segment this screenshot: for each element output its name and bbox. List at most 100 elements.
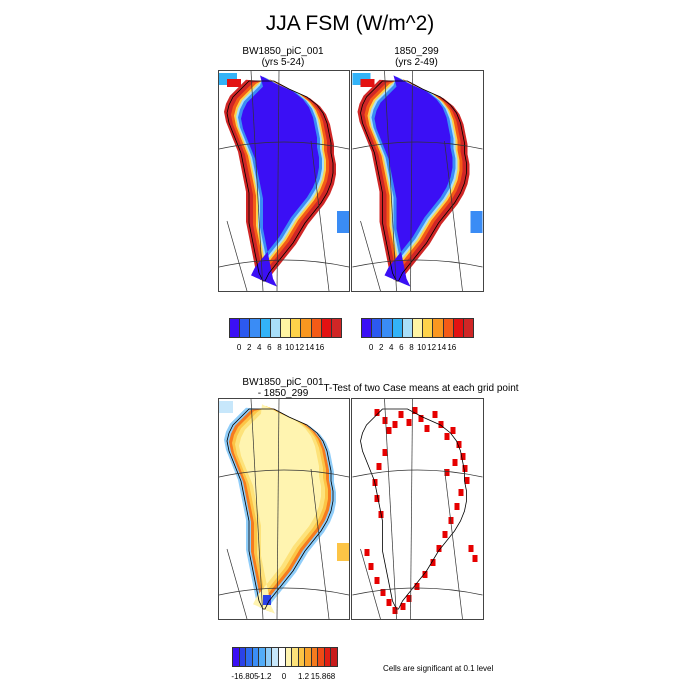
colorbar-swatch <box>423 319 434 337</box>
colorbar-swatch <box>230 319 241 337</box>
map-field <box>219 401 349 614</box>
significant-cell <box>458 489 464 496</box>
significant-cell <box>464 477 470 484</box>
colorbar-swatch <box>272 648 279 666</box>
colorbar-swatch <box>392 319 403 337</box>
latitude-line <box>219 259 349 268</box>
colorbar-tick-label: 14 <box>437 343 447 352</box>
significant-cell <box>386 599 392 606</box>
latitude-line <box>352 587 483 596</box>
significant-cell <box>424 425 430 432</box>
colorbar-tick-label: 6 <box>267 343 272 352</box>
colorbar-diff-ticks: -16.805 -1.2 0 1.2 15.868 <box>231 672 336 682</box>
coastline <box>360 80 467 282</box>
colorbar-panel-2 <box>361 318 474 338</box>
longitude-line <box>276 71 280 291</box>
field-patch <box>337 211 349 233</box>
significant-cell <box>468 545 474 552</box>
field-patch <box>219 401 233 413</box>
significant-cell <box>374 409 380 416</box>
colorbar-swatch <box>412 319 424 337</box>
colorbar-tick-label: 0 <box>368 343 374 352</box>
significant-cell <box>414 583 420 590</box>
colorbar-tick-label: 10 <box>285 343 294 352</box>
significant-cell <box>392 421 398 428</box>
longitude-line <box>384 71 397 291</box>
panel-2-title: 1850_299 <box>394 46 439 57</box>
panel-2-title-block: 1850_299 (yrs 2-49) <box>351 46 482 68</box>
significant-cell <box>462 465 468 472</box>
colorbar-swatch <box>301 319 312 337</box>
significant-cell <box>380 589 386 596</box>
significant-cell <box>460 453 466 460</box>
significant-cell <box>450 427 456 434</box>
map-graticule <box>219 399 349 619</box>
map-1-svg <box>219 71 349 291</box>
significant-cell <box>444 469 450 476</box>
colorbar-tick-label: 16 <box>315 343 325 352</box>
panel-1-subtitle: (yrs 5-24) <box>261 57 305 68</box>
colorbar-swatch <box>278 648 286 666</box>
longitude-line <box>410 71 413 291</box>
longitude-line <box>250 71 264 291</box>
field-patch <box>227 79 241 87</box>
coastline <box>226 80 334 282</box>
colorbar-tick-label: 12 <box>295 343 305 352</box>
significant-cell <box>444 433 450 440</box>
panel-3-title-block: BW1850_piC_001 - 1850_299 <box>218 377 348 399</box>
coastline <box>360 408 467 610</box>
panel-3-subtitle: - 1850_299 <box>257 388 309 399</box>
colorbar-swatch <box>252 648 260 666</box>
colorbar-swatch <box>239 648 247 666</box>
map-panel-1 <box>218 70 350 292</box>
field-patch <box>263 595 271 605</box>
colorbar-tick-label: 16 <box>447 343 457 352</box>
panel-3-title: BW1850_piC_001 <box>242 377 324 388</box>
colorbar-tick-label: 12 <box>427 343 437 352</box>
significant-cell <box>454 503 460 510</box>
colorbar-swatch <box>280 319 292 337</box>
significant-cell <box>406 595 412 602</box>
colorbar-swatch <box>246 648 253 666</box>
colorbar-tick-label: 0 <box>236 343 242 352</box>
colorbar-tick-label: 2 <box>378 343 384 352</box>
significant-cell <box>442 531 448 538</box>
map-graticule <box>219 71 349 291</box>
latitude-line <box>219 469 349 478</box>
longitude-line <box>226 220 248 291</box>
colorbar-swatch <box>463 319 474 337</box>
significant-cell <box>412 407 418 414</box>
longitude-line <box>444 468 463 619</box>
colorbar-swatch <box>305 648 312 666</box>
significant-cell <box>472 555 478 562</box>
field-patch <box>470 211 483 233</box>
latitude-line <box>352 469 483 478</box>
significant-cell <box>418 415 424 422</box>
colorbar-panel-1 <box>229 318 342 338</box>
colorbar-tick-label: 4 <box>257 343 262 352</box>
colorbar-tick-label: 2 <box>246 343 252 352</box>
colorbar-swatch <box>453 319 464 337</box>
colorbar-swatch <box>233 648 240 666</box>
significant-cell <box>382 449 388 456</box>
colorbar-tick-label: -1.2 <box>257 672 272 681</box>
colorbar-2-ticks: 0 2 4 6 8 10 12 14 16 <box>361 343 472 353</box>
significant-cell <box>364 549 370 556</box>
longitude-line <box>360 548 381 619</box>
longitude-line <box>444 140 463 291</box>
significant-cell <box>456 441 462 448</box>
significant-cell <box>452 459 458 466</box>
colorbar-tick-label: 14 <box>305 343 315 352</box>
colorbar-swatch <box>362 319 373 337</box>
significant-cell <box>400 603 406 610</box>
significant-cell <box>422 571 428 578</box>
map-2-svg <box>352 71 483 291</box>
colorbar-swatch <box>321 319 332 337</box>
map-panel-4 <box>351 398 484 620</box>
colorbar-swatch <box>382 319 393 337</box>
significant-cell <box>376 463 382 470</box>
significant-cell <box>430 559 436 566</box>
significant-cell <box>392 607 398 614</box>
figure-title: JJA FSM (W/m^2) <box>265 12 435 35</box>
colorbar-tick-label: 4 <box>389 343 394 352</box>
